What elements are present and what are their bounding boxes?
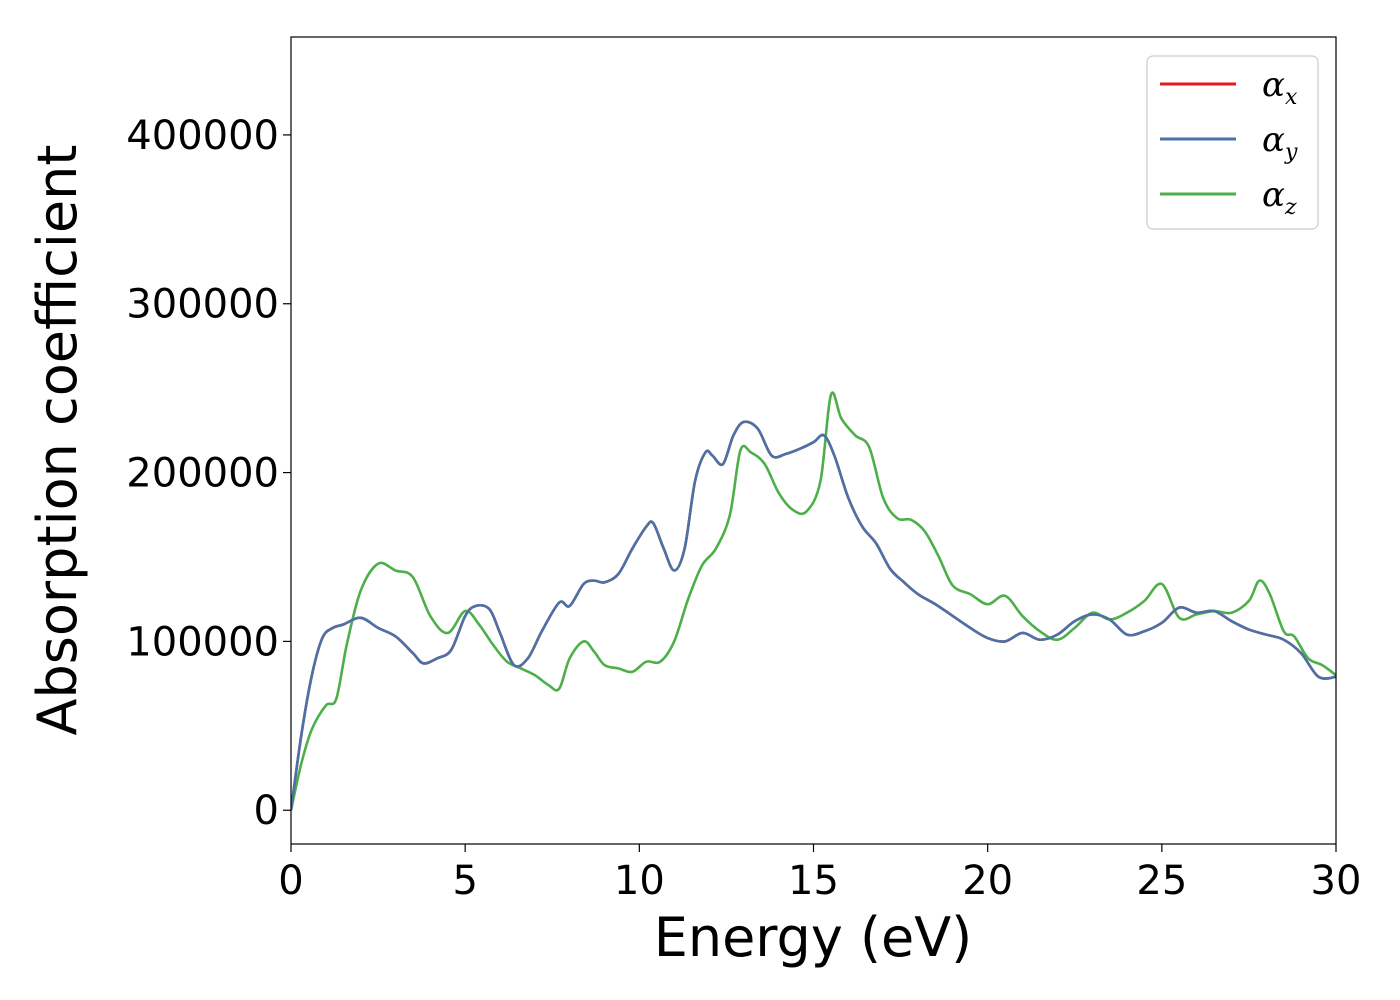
y-tick-label: 0 xyxy=(254,788,279,834)
x-tick-label: 25 xyxy=(1136,858,1187,904)
legend: αx αy αz xyxy=(1146,55,1319,230)
x-tick-label: 20 xyxy=(962,858,1013,904)
y-tick-label: 300000 xyxy=(126,282,279,328)
legend-label-y: αy xyxy=(1262,120,1298,165)
series-layer xyxy=(291,391,1336,811)
legend-label-y-name: α xyxy=(1262,120,1285,160)
legend-label-z-subscript: z xyxy=(1284,195,1297,220)
series-line-y xyxy=(291,420,1336,811)
legend-frame xyxy=(1146,55,1319,230)
legend-label-z-name: α xyxy=(1262,175,1285,215)
y-tick-label: 100000 xyxy=(126,619,279,665)
legend-label-x: αx xyxy=(1262,65,1298,110)
x-tick-label: 0 xyxy=(278,858,303,904)
x-axis: 0 5 10 15 20 25 30 xyxy=(278,844,1361,904)
legend-label-x-subscript: x xyxy=(1285,85,1298,110)
legend-label-y-subscript: y xyxy=(1284,140,1298,165)
x-tick-label: 5 xyxy=(452,858,477,904)
legend-label-x-name: α xyxy=(1262,65,1285,105)
y-axis: 0 100000 200000 300000 400000 xyxy=(126,113,291,834)
x-tick-label: 10 xyxy=(614,858,665,904)
y-tick-label: 200000 xyxy=(126,451,279,497)
x-tick-label: 30 xyxy=(1311,858,1362,904)
legend-label-z: αz xyxy=(1262,175,1297,220)
x-tick-label: 15 xyxy=(788,858,839,904)
y-axis-title: Absorption coefficient xyxy=(26,145,89,736)
x-axis-title: Energy (eV) xyxy=(654,906,973,969)
y-tick-label: 400000 xyxy=(126,113,279,159)
